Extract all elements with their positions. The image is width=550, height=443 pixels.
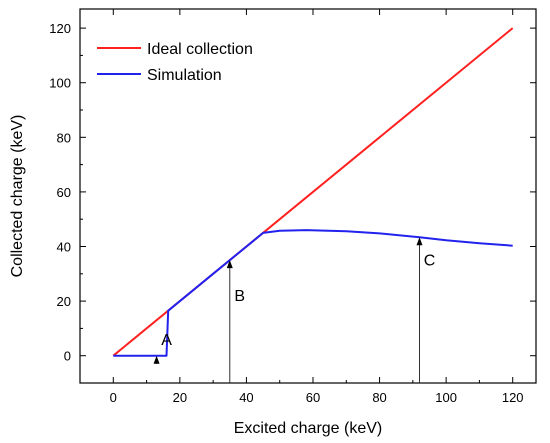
annotation-arrowhead-a [153,355,160,364]
annotation-label-b: B [234,288,245,305]
annotation-label-c: C [424,253,436,270]
x-tick-label: 100 [435,390,457,405]
x-tick-label: 80 [372,390,386,405]
legend: Ideal collection Simulation [97,41,253,84]
y-tick-label: 80 [57,130,71,145]
y-tick-label: 20 [57,294,71,309]
annotation-arrowhead-b [226,260,233,269]
y-tick-label: 40 [57,240,71,255]
plot-frame [79,8,537,384]
y-tick-label: 120 [49,21,71,36]
annotation-arrowhead-c [416,237,423,246]
x-tick-label: 0 [110,390,117,405]
y-axis-label: Collected charge (keV) [9,115,26,278]
x-axis-label: Excited charge (keV) [234,420,383,437]
x-tick-label: 60 [306,390,320,405]
series-layer [112,27,514,357]
axes: 0 20 40 60 80 100 120 0 20 40 60 80 100 120 [49,9,536,405]
x-tick-label: 120 [502,390,524,405]
x-tick-label: 20 [173,390,187,405]
annotations-layer: A B C [153,237,436,383]
annotation-label-a: A [161,332,172,349]
legend-label-1: Simulation [147,67,222,84]
plot-area [79,8,537,384]
y-tick-label: 100 [49,76,71,91]
series-line-simulation [113,229,513,357]
legend-label-0: Ideal collection [147,41,253,58]
y-tick-label: 0 [64,349,71,364]
x-tick-label: 40 [239,390,253,405]
y-tick-label: 60 [57,185,71,200]
